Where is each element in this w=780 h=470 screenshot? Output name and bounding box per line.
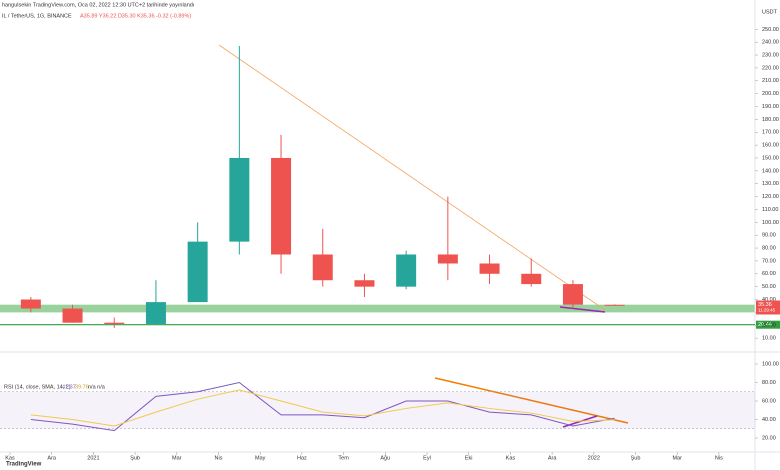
level-label: 20.44 (758, 322, 772, 328)
x-tick-label: Kas (506, 455, 516, 461)
candle-body (271, 157, 292, 255)
y-tick-label: 120.00 (762, 194, 779, 200)
y-tick-label: 90.00 (762, 233, 776, 239)
support-zone (0, 304, 755, 313)
x-tick-label: Şub (130, 455, 140, 461)
rsi-trendline (434, 377, 629, 424)
y-tick-label: 60.00 (762, 271, 776, 277)
x-tick-label: 2021 (87, 455, 99, 461)
x-tick-label: May (255, 455, 266, 461)
rsi-line (30, 389, 615, 427)
y-tick-label: 40.00 (762, 417, 776, 423)
y-tick-label: 20.00 (762, 323, 776, 329)
x-tick-label: Kas (5, 455, 15, 461)
rsi-extra: n/a n/a (88, 384, 106, 390)
y-tick-label: 170.00 (762, 130, 779, 136)
y-tick-label: 20.00 (762, 436, 776, 442)
x-tick-label: Ara (548, 455, 558, 461)
rsi-line (30, 381, 615, 432)
candle-body (354, 280, 375, 287)
y-tick-label: 150.00 (762, 155, 779, 161)
y-tick-label: 80.00 (762, 380, 776, 386)
candle-body (229, 157, 250, 242)
y-tick-label: 130.00 (762, 181, 779, 187)
candle-body (187, 241, 208, 303)
x-tick-label: Şub (631, 455, 641, 461)
y-tick-label: 190.00 (762, 104, 779, 110)
level-label-bg (756, 320, 780, 329)
y-tick-label: 200.00 (762, 91, 779, 97)
rsi-title: RSI (14, close, SMA, 14, 2) (4, 384, 71, 390)
x-tick-label: Mar (672, 455, 682, 461)
y-tick-label: 50.00 (762, 284, 776, 290)
y-tick-label: 140.00 (762, 168, 779, 174)
y-tick-label: 80.00 (762, 246, 776, 252)
y-tick-label: 250.00 (762, 27, 779, 33)
y-tick-label: 160.00 (762, 143, 779, 149)
y-tick-label: 210.00 (762, 78, 779, 84)
x-tick-label: Nis (715, 455, 723, 461)
y-tick-label: 230.00 (762, 52, 779, 58)
divergence-line (559, 306, 606, 313)
y-tick-label: 100.00 (762, 361, 779, 367)
y-tick-label: 40.00 (762, 297, 776, 303)
price-label: 35.36 (758, 302, 772, 308)
symbol: IL / TetherUS, 1G, BINANCE (2, 13, 72, 19)
candle-body (562, 284, 583, 305)
candle-body (437, 254, 458, 264)
candle-body (312, 254, 333, 281)
x-tick-label: 2022 (588, 455, 600, 461)
x-tick-label: Mar (172, 455, 182, 461)
currency: USDT (762, 9, 778, 15)
trendline (218, 44, 606, 311)
candle-body (104, 322, 125, 324)
y-tick-label: 220.00 (762, 65, 779, 71)
x-tick-label: Haz (297, 455, 307, 461)
y-tick-label: 100.00 (762, 220, 779, 226)
y-tick-label: 180.00 (762, 117, 779, 123)
x-tick-label: Eyl (423, 455, 431, 461)
candle-body (479, 263, 500, 274)
candle-body (62, 308, 83, 323)
rsi-band (0, 391, 755, 429)
rsi-value: 41.37 (62, 384, 76, 390)
x-tick-label: Eki (465, 455, 473, 461)
y-tick-label: 240.00 (762, 40, 779, 46)
published: hangulsekin TradingView.com, Oca 02, 202… (2, 2, 194, 8)
x-tick-label: Tem (338, 455, 349, 461)
candle-body (20, 299, 41, 309)
logo: TradingView (6, 462, 42, 468)
candle-body (145, 302, 166, 324)
candle-body (604, 304, 625, 306)
x-tick-label: Nis (215, 455, 223, 461)
candle-body (521, 273, 542, 285)
x-tick-label: Ağu (380, 455, 390, 461)
y-tick-label: 10.00 (762, 336, 776, 342)
price-label-bg (756, 300, 780, 315)
y-tick-label: 70.00 (762, 258, 776, 264)
ohlc: A35.89 Y36.22 D35.30 K35.36 -0.32 (-0.89… (80, 13, 191, 19)
rsi-ma-value: 39.76 (75, 384, 89, 390)
x-tick-label: Ara (47, 455, 57, 461)
candle-body (396, 254, 417, 287)
y-tick-label: 60.00 (762, 398, 776, 404)
countdown: 11:29:45 (758, 308, 776, 313)
y-tick-label: 110.00 (762, 207, 778, 213)
